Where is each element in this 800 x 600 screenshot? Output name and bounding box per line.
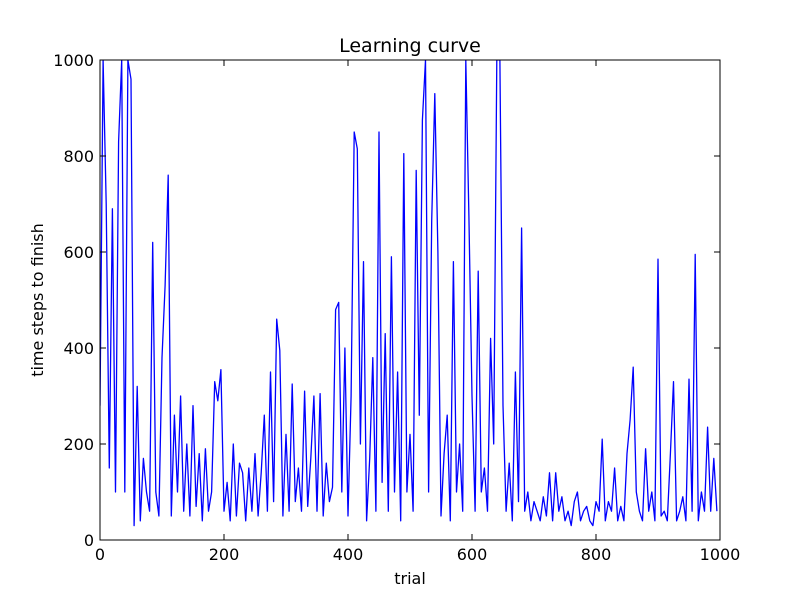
y-tick-label: 1000 xyxy=(53,51,94,70)
x-tick-label: 400 xyxy=(333,545,364,564)
y-tick-label: 800 xyxy=(63,147,94,166)
y-axis-label: time steps to finish xyxy=(28,223,47,377)
plot-frame xyxy=(99,59,721,541)
y-tick-label: 400 xyxy=(63,339,94,358)
x-tick-label: 0 xyxy=(95,545,105,564)
data-line xyxy=(100,60,718,527)
x-tick-label: 1000 xyxy=(700,545,741,564)
x-tick-label: 200 xyxy=(209,545,240,564)
y-tick-label: 200 xyxy=(63,435,94,454)
x-tick-label: 800 xyxy=(581,545,612,564)
x-tick-label: 600 xyxy=(457,545,488,564)
y-tick-label: 600 xyxy=(63,243,94,262)
chart-title: Learning curve xyxy=(339,35,481,57)
x-axis-label: trial xyxy=(394,569,426,588)
y-tick-label: 0 xyxy=(84,531,94,550)
